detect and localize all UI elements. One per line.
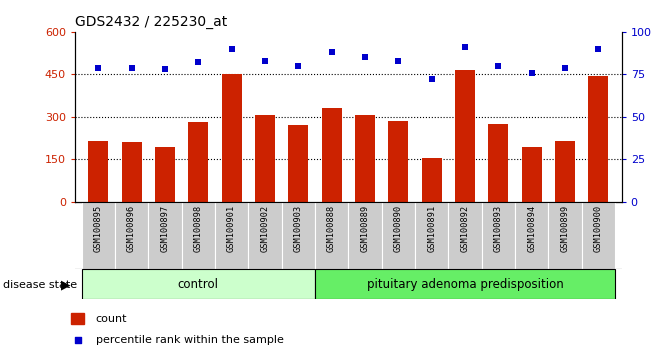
Bar (521, 147, 542, 202)
Bar (582, 202, 615, 269)
Text: GSM100888: GSM100888 (327, 205, 336, 252)
Text: GSM100900: GSM100900 (594, 205, 603, 252)
Point (360, 55, 370, 60)
Bar (188, 122, 208, 202)
Bar (449, 202, 482, 269)
Point (227, 46, 237, 52)
Point (126, 65, 137, 70)
Text: GSM100895: GSM100895 (94, 205, 103, 252)
Bar (315, 202, 348, 269)
Point (527, 70, 537, 75)
Bar (488, 124, 508, 202)
Point (426, 76, 437, 82)
Text: GSM100902: GSM100902 (260, 205, 270, 252)
Bar (148, 202, 182, 269)
Bar (455, 70, 475, 202)
Bar (155, 147, 175, 202)
Bar (182, 202, 215, 269)
Bar (71, 313, 85, 324)
Point (560, 65, 570, 70)
Point (393, 58, 404, 64)
Text: GSM100890: GSM100890 (394, 205, 403, 252)
Text: control: control (178, 278, 219, 291)
Bar (348, 202, 381, 269)
Bar (548, 202, 582, 269)
Text: GSM100898: GSM100898 (194, 205, 202, 252)
Bar (315, 269, 615, 299)
Text: GDS2432 / 225230_at: GDS2432 / 225230_at (75, 16, 227, 29)
Point (72, 337, 83, 343)
Text: GSM100892: GSM100892 (460, 205, 469, 252)
Text: GSM100899: GSM100899 (561, 205, 570, 252)
Bar (215, 202, 248, 269)
Bar (589, 76, 609, 202)
Point (460, 44, 470, 50)
Bar (515, 202, 548, 269)
Bar (115, 202, 148, 269)
Point (493, 63, 503, 69)
Text: ▶: ▶ (61, 279, 70, 291)
Text: GSM100893: GSM100893 (494, 205, 503, 252)
Point (193, 59, 204, 65)
Text: disease state: disease state (3, 280, 77, 290)
Bar (355, 115, 375, 202)
Text: GSM100897: GSM100897 (160, 205, 169, 252)
Text: count: count (96, 314, 127, 324)
Bar (381, 202, 415, 269)
Text: GSM100889: GSM100889 (361, 205, 370, 252)
Bar (248, 202, 282, 269)
Text: GSM100903: GSM100903 (294, 205, 303, 252)
Text: GSM100896: GSM100896 (127, 205, 136, 252)
Point (260, 58, 270, 64)
Bar (122, 142, 141, 202)
Bar (555, 141, 575, 202)
Point (293, 63, 303, 69)
Bar (415, 202, 449, 269)
Point (159, 67, 170, 72)
Bar (88, 141, 108, 202)
Bar (422, 158, 441, 202)
Bar (282, 202, 315, 269)
Bar (388, 121, 408, 202)
Point (93, 65, 104, 70)
Text: percentile rank within the sample: percentile rank within the sample (96, 335, 283, 345)
Point (326, 50, 337, 55)
Bar (288, 125, 309, 202)
Text: GSM100891: GSM100891 (427, 205, 436, 252)
Bar (221, 74, 242, 202)
Text: GSM100894: GSM100894 (527, 205, 536, 252)
Bar (322, 108, 342, 202)
Point (593, 46, 603, 52)
Bar (81, 269, 315, 299)
Text: GSM100901: GSM100901 (227, 205, 236, 252)
Bar (81, 202, 115, 269)
Bar (482, 202, 515, 269)
Bar (255, 115, 275, 202)
Text: pituitary adenoma predisposition: pituitary adenoma predisposition (367, 278, 563, 291)
